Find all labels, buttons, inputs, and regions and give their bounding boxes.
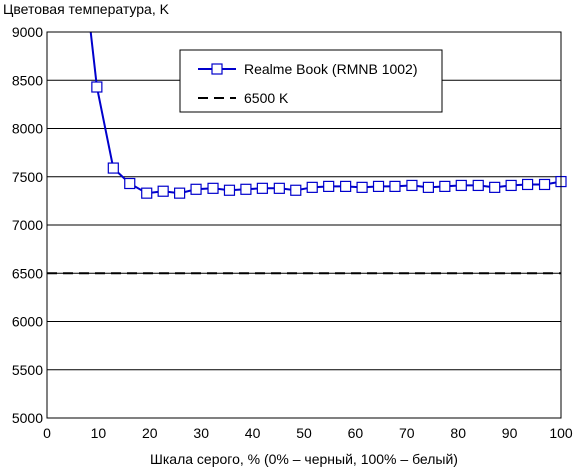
data-point-marker: [455, 179, 467, 192]
x-axis-title: Шкала серого, % (0% – черный, 100% – бел…: [150, 451, 458, 467]
data-point-marker: [124, 177, 136, 190]
data-point-marker: [256, 182, 268, 194]
x-tick-labels: 0 10 20 30 40 50 60 70 80 90 100: [43, 425, 573, 441]
x-tick-label-30: 30: [193, 425, 209, 441]
data-point-marker: [439, 180, 451, 192]
data-point-marker: [240, 183, 252, 195]
x-tick-label-20: 20: [142, 425, 158, 441]
y-tick-label-5500: 5500: [12, 362, 43, 378]
data-point-marker: [273, 182, 285, 194]
data-point-marker: [306, 181, 318, 193]
legend-label-series-2: 6500 K: [244, 90, 289, 106]
data-point-marker: [406, 179, 418, 192]
data-point-marker: [489, 181, 501, 193]
grid-lines: [47, 79, 561, 371]
data-point-marker: [141, 187, 153, 199]
x-tick-label-10: 10: [91, 425, 107, 441]
series-layer: [89, 31, 567, 199]
data-point-marker: [389, 180, 401, 192]
y-tick-label-7500: 7500: [12, 169, 43, 185]
legend-label-series-1: Realme Book (RMNB 1002): [244, 61, 418, 77]
x-tick-label-0: 0: [43, 425, 51, 441]
data-point-marker: [538, 178, 551, 191]
data-point-marker: [472, 179, 484, 192]
y-tick-label-8000: 8000: [12, 121, 43, 137]
data-point-marker: [290, 184, 302, 196]
data-point-marker: [372, 180, 385, 192]
data-point-marker: [174, 187, 186, 199]
y-tick-label-6000: 6000: [12, 314, 43, 330]
y-tick-label-9000: 9000: [12, 24, 43, 40]
data-point-marker: [356, 181, 368, 193]
y-tick-label-5000: 5000: [12, 410, 43, 426]
y-tick-labels: 5000 5500 6000 6500 7000 7500 8000 8500 9000: [12, 24, 43, 426]
data-point-marker: [505, 179, 517, 192]
data-point-marker: [323, 180, 335, 192]
x-tick-label-90: 90: [502, 425, 518, 441]
x-tick-label-60: 60: [348, 425, 364, 441]
y-tick-label-6500: 6500: [12, 265, 43, 281]
y-tick-label-7000: 7000: [12, 217, 43, 233]
y-tick-label-8500: 8500: [12, 72, 43, 88]
data-point-marker: [223, 184, 236, 196]
data-point-marker: [91, 81, 103, 93]
x-tick-label-80: 80: [450, 425, 466, 441]
legend-box: [179, 49, 443, 113]
x-tick-label-100: 100: [549, 425, 573, 441]
x-tick-label-40: 40: [245, 425, 261, 441]
x-tick-label-50: 50: [296, 425, 312, 441]
data-point-marker: [422, 181, 434, 193]
data-point-marker: [207, 182, 219, 194]
legend: Realme Book (RMNB 1002) 6500 K: [179, 49, 443, 113]
data-point-marker: [157, 185, 169, 197]
y-axis-title: Цветовая температура, K: [3, 1, 170, 17]
x-tick-label-70: 70: [399, 425, 415, 441]
data-point-marker: [190, 183, 202, 195]
legend-marker-series-1: [211, 63, 223, 75]
data-point-marker: [340, 180, 352, 192]
plot-area-frame: [46, 31, 562, 419]
data-point-marker: [107, 162, 119, 174]
data-point-marker: [521, 178, 534, 191]
